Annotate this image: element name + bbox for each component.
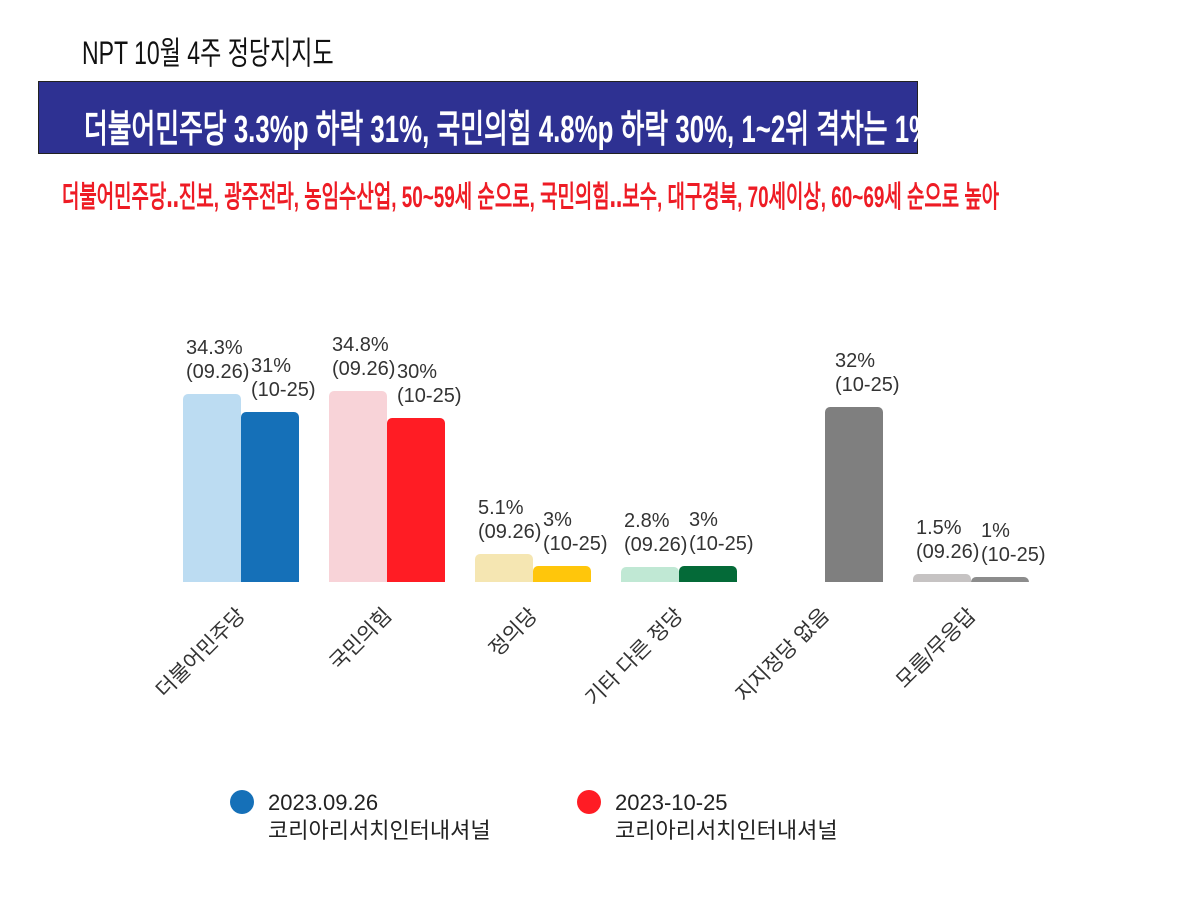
chart-title: NPT 10월 4주 정당지지도 [82, 35, 334, 71]
x-tick-label: 모름/무응답 [891, 603, 981, 693]
value-label: 34.3% (09.26) [186, 337, 250, 384]
headline: 더불어민주당 3.3%p 하락 31%, 국민의힘 4.8%p 하락 30%, … [84, 109, 948, 151]
value-label: 1.5% (09.26) [916, 516, 980, 563]
legend-label: 2023.09.26 코리아리서치인터내셔널 [268, 790, 491, 843]
value-label: 3% (10-25) [689, 508, 754, 555]
bar [825, 406, 883, 582]
subtitle: 더불어민주당‥진보, 광주전라, 농임수산업, 50~59세 순으로, 국민의힘… [62, 181, 1000, 214]
x-tick-label: 더불어민주당 [151, 603, 251, 703]
bar [241, 412, 299, 582]
x-tick-label: 정의당 [484, 603, 543, 662]
legend-marker [230, 790, 254, 814]
value-label: 2.8% (09.26) [624, 509, 688, 556]
value-label: 1% (10-25) [981, 519, 1046, 566]
bar [329, 391, 387, 582]
bar [533, 565, 591, 582]
legend-marker [577, 790, 601, 814]
x-tick-label: 기타 다른 정당 [581, 603, 689, 711]
bar [971, 576, 1029, 582]
bar [621, 566, 679, 582]
legend-label: 2023-10-25 코리아리서치인터내셔널 [615, 790, 838, 843]
value-label: 34.8% (09.26) [332, 334, 396, 381]
value-label: 30% (10-25) [397, 360, 462, 407]
bar [475, 554, 533, 582]
value-label: 5.1% (09.26) [478, 497, 542, 544]
value-label: 3% (10-25) [543, 508, 608, 555]
bar [183, 394, 241, 582]
value-label: 31% (10-25) [251, 355, 316, 402]
bar [679, 565, 737, 582]
x-tick-label: 국민의힘 [325, 603, 397, 675]
x-tick-label: 지지정당 없음 [731, 603, 835, 707]
value-label: 32% (10-25) [835, 349, 900, 396]
bar [387, 417, 445, 582]
bar [913, 573, 971, 582]
headline-box [38, 81, 918, 154]
